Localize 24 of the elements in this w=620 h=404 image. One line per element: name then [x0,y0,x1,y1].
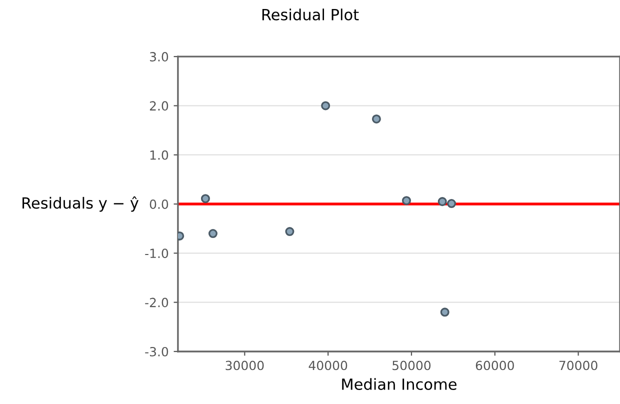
point [438,197,447,206]
point [200,194,210,204]
x-tick-label: 50000 [392,360,431,370]
y-tick-label: -2.0 [145,298,168,308]
x-tick-label: 40000 [308,360,348,370]
point [208,229,218,238]
point [447,199,456,208]
y-tick-label: -1.0 [145,248,168,258]
x-tick-label: 70000 [559,360,598,370]
point [440,308,450,317]
y-tick-label: 1.0 [150,150,168,160]
x-tick-label: 30000 [226,360,264,370]
y-tick-label: -3.0 [145,346,168,356]
x-axis-title: Median Income [342,378,456,390]
x-tick-label: 60000 [476,360,514,370]
point [321,101,330,110]
point [372,114,381,124]
y-tick-label: 3.0 [150,52,168,62]
y-tick-label: 2.0 [150,101,168,111]
point [285,227,294,236]
point [402,196,411,206]
y-axis-title: Residuals y − ŷ [22,196,139,212]
chart-title: Residual Plot [262,8,359,20]
y-tick-label: 0.0 [150,199,168,209]
